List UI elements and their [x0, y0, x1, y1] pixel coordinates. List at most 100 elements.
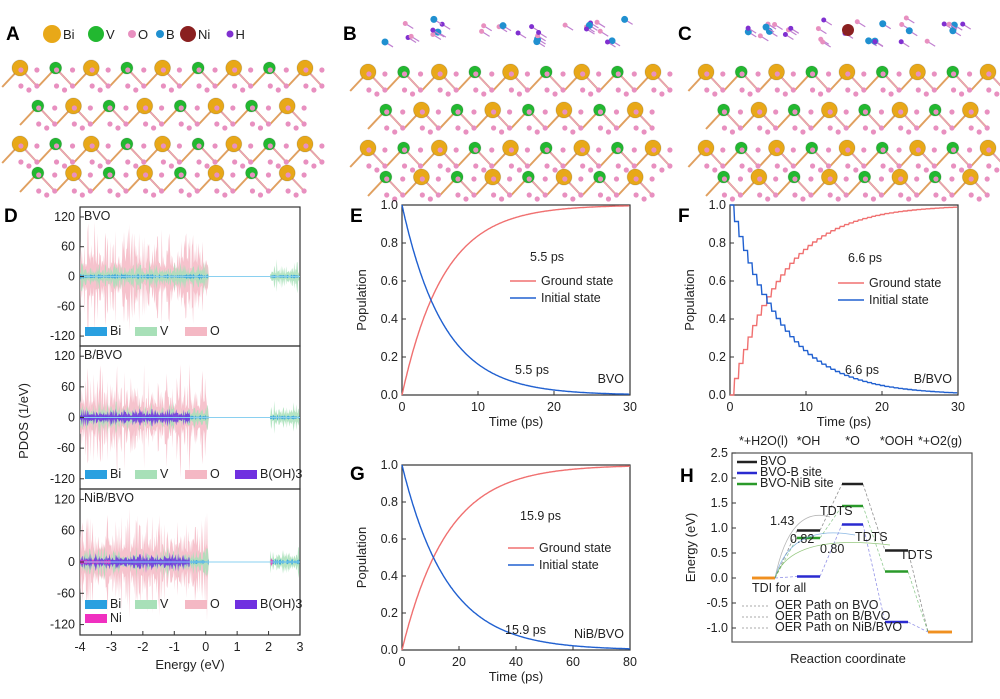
- y-tick-label: 0.4: [381, 569, 398, 583]
- legend-atom-bi-icon: [43, 25, 61, 43]
- x-axis-label: Reaction coordinate: [790, 651, 906, 666]
- x-tick-label: 40: [509, 655, 523, 669]
- pdos-legend-swatch: [235, 470, 257, 479]
- y-tick-label: 1.0: [381, 198, 398, 212]
- pdos-x-tick-label: 2: [265, 640, 272, 654]
- y-axis-label: Population: [354, 527, 369, 588]
- legend-atom-v-icon: [88, 26, 104, 42]
- y-tick-label: 0.0: [711, 571, 728, 585]
- y-tick-label: 0.0: [381, 643, 398, 657]
- ni-atom: [842, 24, 854, 36]
- barrier-value: 1.43: [770, 514, 794, 528]
- intermediate-label: *+H2O(l): [739, 434, 788, 448]
- legend-atom-ni-icon: [180, 26, 196, 42]
- pdos-y-tick-label: -120: [50, 329, 75, 343]
- pdos-y-tick-label: -120: [50, 618, 75, 632]
- y-tick-label: 1.0: [711, 521, 728, 535]
- y-tick-label: 1.0: [381, 458, 398, 472]
- plot-frame: [729, 204, 959, 396]
- legend-atom-o-icon: [128, 30, 136, 38]
- lifetime-annotation: 6.6 ps: [848, 251, 882, 265]
- crystal-slab: [349, 63, 673, 202]
- lifetime-annotation: 15.9 ps: [520, 509, 561, 523]
- x-tick-label: 0: [399, 400, 406, 414]
- panel-label-d: D: [4, 206, 18, 227]
- pdos-y-tick-label: 0: [68, 411, 75, 425]
- y-tick-label: 0.4: [709, 312, 726, 326]
- legend-atom-label: Bi: [63, 27, 75, 42]
- panel-label-g: G: [350, 464, 365, 485]
- pdos-y-tick-label: 120: [54, 492, 75, 506]
- panel-label-e: E: [350, 206, 363, 227]
- y-tick-label: 0.8: [381, 236, 398, 250]
- pdos-x-tick-label: 1: [234, 640, 241, 654]
- y-tick-label: 0.2: [381, 606, 398, 620]
- pdos-legend-label: Bi: [110, 324, 121, 338]
- pdos-legend-swatch: [85, 470, 107, 479]
- y-tick-label: 0.6: [381, 532, 398, 546]
- x-tick-label: 30: [623, 400, 637, 414]
- barrier-value: 0.82: [790, 532, 814, 546]
- pdos-legend-swatch: [135, 470, 157, 479]
- tdts-label: TDTS: [900, 548, 933, 562]
- y-tick-label: -1.0: [706, 621, 728, 635]
- legend-atom-b-icon: [156, 30, 164, 38]
- pdos-legend-swatch: [85, 600, 107, 609]
- system-label: B/BVO: [914, 372, 952, 386]
- intermediate-label: *OH: [797, 434, 821, 448]
- pdos-area-boh3: [80, 552, 300, 574]
- intermediate-label: *OOH: [880, 434, 913, 448]
- pdos-y-tick-label: -60: [57, 441, 75, 455]
- x-tick-label: 0: [727, 400, 734, 414]
- crystal-slab: [1, 59, 325, 198]
- y-tick-label: 0.4: [381, 312, 398, 326]
- pdos-legend-label: V: [160, 597, 169, 611]
- x-tick-label: 20: [547, 400, 561, 414]
- pdos-x-tick-label: 3: [297, 640, 304, 654]
- legend-label: Ground state: [869, 276, 941, 290]
- legend-atom-label: Ni: [198, 27, 210, 42]
- energy-plot-frame: [731, 452, 973, 643]
- panel-label-b: B: [343, 24, 357, 45]
- pdos-legend-label: Ni: [110, 611, 122, 625]
- pdos-legend-swatch: [135, 600, 157, 609]
- tdts-label: TDTS: [855, 530, 888, 544]
- x-tick-label: 20: [452, 655, 466, 669]
- panel-label-a: A: [6, 24, 20, 45]
- path-legend-label: OER Path on B/BVO: [775, 609, 891, 623]
- y-tick-label: 0.8: [709, 236, 726, 250]
- x-tick-label: 0: [399, 655, 406, 669]
- legend-label: Initial state: [869, 293, 929, 307]
- pdos-y-tick-label: 120: [54, 349, 75, 363]
- panel-label-f: F: [678, 206, 690, 227]
- lifetime-annotation: 15.9 ps: [505, 623, 546, 637]
- pdos-x-tick-label: 0: [202, 640, 209, 654]
- pdos-x-tick-label: -2: [137, 640, 148, 654]
- adsorbed-molecules: [744, 15, 972, 48]
- y-tick-label: 0.8: [381, 495, 398, 509]
- legend-label: BVO-NiB site: [760, 476, 834, 490]
- pdos-y-tick-label: 0: [68, 555, 75, 569]
- legend-atom-label: B: [166, 27, 175, 42]
- pdos-legend-label: B(OH)3: [260, 467, 302, 481]
- y-tick-label: 1.0: [709, 198, 726, 212]
- y-tick-label: 0.0: [709, 388, 726, 402]
- legend-atom-label: O: [138, 27, 148, 42]
- x-axis-label: Time (ps): [489, 414, 543, 429]
- x-axis-label: Time (ps): [489, 669, 543, 684]
- pdos-y-tick-label: 120: [54, 210, 75, 224]
- y-tick-label: 0.2: [709, 350, 726, 364]
- y-tick-label: 0.0: [381, 388, 398, 402]
- x-tick-label: 80: [623, 655, 637, 669]
- x-tick-label: 20: [875, 400, 889, 414]
- pdos-legend-label: V: [160, 324, 169, 338]
- pdos-legend-label: O: [210, 467, 220, 481]
- pdos-y-tick-label: -120: [50, 472, 75, 486]
- pdos-legend-swatch: [85, 327, 107, 336]
- path-legend-label: OER Path on BVO: [775, 598, 879, 612]
- panel-label-h: H: [680, 466, 694, 487]
- lifetime-annotation: 5.5 ps: [515, 363, 549, 377]
- initial-state-line: [401, 204, 630, 395]
- pdos-y-axis-label: PDOS (1/eV): [16, 383, 31, 459]
- pdos-legend-label: O: [210, 597, 220, 611]
